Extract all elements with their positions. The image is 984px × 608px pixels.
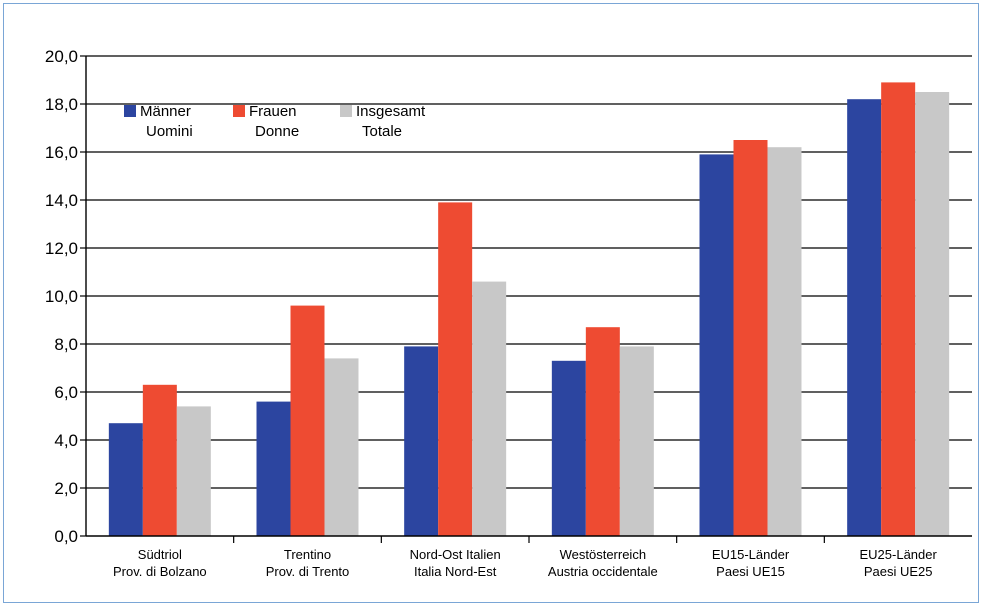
legend-label: Insgesamt <box>356 103 426 120</box>
bar-männer <box>108 423 143 536</box>
x-category-labels: Südtriol Prov. di Bolzano Trentino Prov. di… <box>113 547 938 579</box>
axes <box>80 55 972 543</box>
x-category-label: Paesi UE15 <box>716 564 785 579</box>
bar-männer <box>256 401 291 536</box>
bars <box>108 82 950 537</box>
y-tick-label: 18,0 <box>45 95 78 114</box>
y-tick-label: 8,0 <box>54 335 78 354</box>
bar-männer <box>551 360 586 536</box>
bar-männer <box>699 154 734 536</box>
bar-männer <box>847 99 882 536</box>
x-category-label: Prov. di Bolzano <box>113 564 207 579</box>
bar-insgesamt <box>767 147 802 536</box>
legend: Männer Uomini Frauen Donne Insgesamt Totale <box>124 103 426 140</box>
x-category-label: Trentino <box>284 547 331 562</box>
y-tick-label: 4,0 <box>54 431 78 450</box>
legend-label: Uomini <box>146 123 193 140</box>
x-category-label: Italia Nord-Est <box>414 564 497 579</box>
y-tick-label: 10,0 <box>45 287 78 306</box>
y-tick-label: 14,0 <box>45 191 78 210</box>
bar-frauen <box>142 384 177 536</box>
bar-insgesamt <box>176 406 211 536</box>
x-category-label: EU25-Länder <box>860 547 938 562</box>
y-tick-label: 16,0 <box>45 143 78 162</box>
x-category-label: Nord-Ost Italien <box>410 547 501 562</box>
bar-frauen <box>438 202 473 536</box>
bar-männer <box>404 346 439 536</box>
bar-insgesamt <box>324 358 359 536</box>
legend-label: Donne <box>255 123 299 140</box>
legend-label: Frauen <box>249 103 297 120</box>
bar-insgesamt <box>472 281 507 536</box>
x-category-label: Westösterreich <box>560 547 646 562</box>
y-tick-label: 20,0 <box>45 47 78 66</box>
x-category-label: EU15-Länder <box>712 547 790 562</box>
legend-swatch <box>340 105 352 117</box>
bar-insgesamt <box>915 92 950 536</box>
legend-label: Totale <box>362 123 402 140</box>
bar-frauen <box>290 305 325 536</box>
legend-swatch <box>233 105 245 117</box>
x-category-label: Prov. di Trento <box>266 564 350 579</box>
bar-insgesamt <box>619 346 654 536</box>
y-tick-label: 12,0 <box>45 239 78 258</box>
chart-frame: 0,0 2,0 4,0 6,0 8,0 10,0 12,0 14,0 16,0 18,0 20,0 … <box>3 3 979 603</box>
y-tick-label: 6,0 <box>54 383 78 402</box>
y-tick-labels: 0,0 2,0 4,0 6,0 8,0 10,0 12,0 14,0 16,0 18,0 20,0 <box>45 47 78 546</box>
x-category-label: Südtriol <box>138 547 182 562</box>
x-category-label: Austria occidentale <box>548 564 658 579</box>
legend-swatch <box>124 105 136 117</box>
legend-label: Männer <box>140 103 191 120</box>
gridlines <box>86 55 972 489</box>
bar-frauen <box>585 327 620 536</box>
x-category-label: Paesi UE25 <box>864 564 933 579</box>
bar-frauen <box>881 82 916 537</box>
y-tick-label: 2,0 <box>54 479 78 498</box>
bar-chart: 0,02,04,06,08,010,012,014,016,018,020,0 … <box>45 47 972 579</box>
bar-frauen <box>733 140 768 536</box>
y-tick-label: 0,0 <box>54 527 78 546</box>
